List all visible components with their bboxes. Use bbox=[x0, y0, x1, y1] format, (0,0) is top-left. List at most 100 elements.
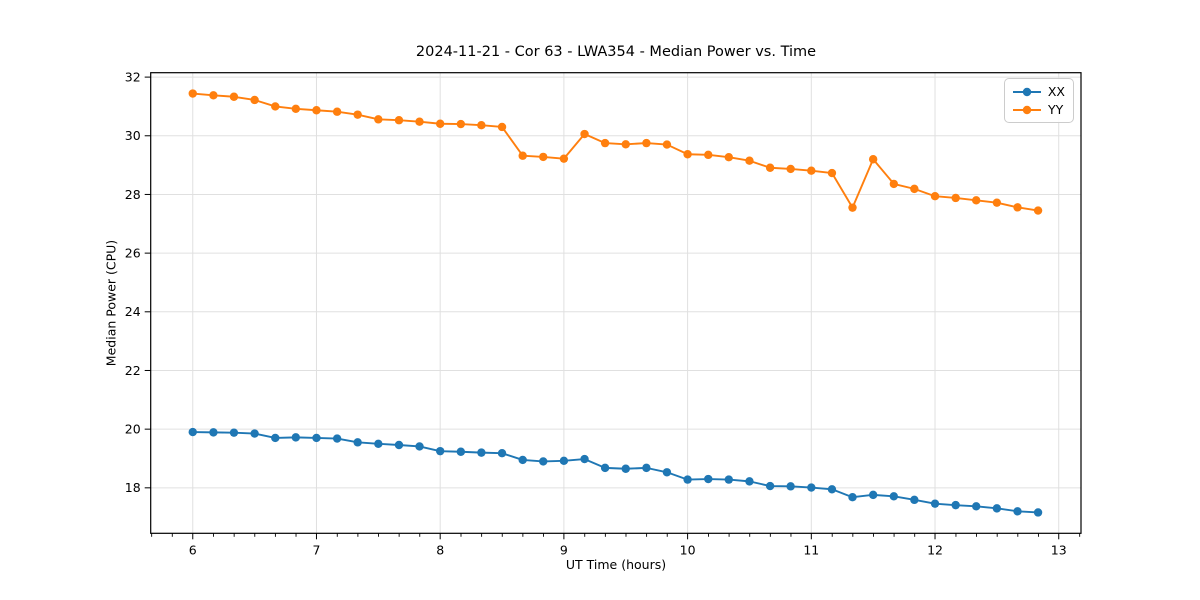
data-point-xx bbox=[910, 495, 919, 505]
y-tick-label: 22 bbox=[125, 363, 141, 378]
data-point-xx bbox=[188, 427, 197, 437]
x-tick-label: 7 bbox=[312, 542, 320, 557]
chart-title: 2024-11-21 - Cor 63 - LWA354 - Median Po… bbox=[415, 44, 817, 60]
data-point-yy bbox=[786, 164, 795, 174]
data-point-xx bbox=[662, 468, 672, 477]
data-point-xx bbox=[868, 490, 878, 500]
data-point-yy bbox=[559, 154, 569, 163]
data-point-xx bbox=[600, 463, 610, 473]
data-point-xx bbox=[580, 454, 589, 464]
data-point-yy bbox=[807, 166, 816, 175]
data-point-yy bbox=[374, 115, 383, 124]
data-point-yy bbox=[848, 203, 857, 212]
data-point-xx bbox=[271, 433, 280, 443]
data-point-yy bbox=[456, 119, 466, 129]
data-point-xx bbox=[807, 483, 816, 492]
x-tick-label: 13 bbox=[1051, 542, 1067, 557]
data-point-yy bbox=[291, 104, 301, 113]
data-point-xx bbox=[889, 492, 899, 501]
data-point-xx bbox=[930, 499, 940, 508]
legend-label-yy: YY bbox=[1048, 102, 1064, 117]
data-point-xx bbox=[827, 485, 837, 494]
y-tick-label: 24 bbox=[125, 304, 141, 319]
data-point-yy bbox=[992, 198, 1002, 207]
data-point-yy bbox=[600, 138, 610, 148]
data-point-yy bbox=[250, 95, 259, 105]
data-point-yy bbox=[704, 150, 713, 160]
data-point-xx bbox=[724, 475, 733, 484]
data-point-yy bbox=[745, 156, 754, 165]
legend: XX YY bbox=[1004, 78, 1074, 123]
data-point-xx bbox=[539, 457, 548, 466]
x-tick-label: 10 bbox=[680, 542, 696, 557]
data-point-yy bbox=[951, 193, 960, 203]
data-point-xx bbox=[374, 439, 383, 449]
data-point-xx bbox=[1013, 507, 1022, 516]
data-point-xx bbox=[1033, 508, 1043, 517]
data-point-xx bbox=[209, 428, 218, 437]
data-point-xx bbox=[621, 464, 630, 473]
plot-frame bbox=[150, 72, 1082, 534]
legend-line-xx-icon bbox=[1013, 87, 1041, 96]
data-point-yy bbox=[353, 110, 362, 119]
data-point-xx bbox=[291, 433, 301, 442]
data-point-xx bbox=[992, 504, 1002, 513]
data-point-yy bbox=[312, 106, 321, 115]
x-tick-label: 12 bbox=[927, 542, 943, 557]
data-point-yy bbox=[910, 184, 919, 194]
y-tick-label: 26 bbox=[125, 246, 141, 261]
data-point-xx bbox=[518, 455, 527, 465]
x-tick-label: 9 bbox=[560, 542, 568, 557]
data-point-xx bbox=[972, 502, 981, 511]
data-point-xx bbox=[765, 481, 775, 491]
data-point-yy bbox=[889, 179, 899, 189]
data-point-yy bbox=[415, 117, 424, 126]
data-point-xx bbox=[497, 449, 507, 458]
data-point-xx bbox=[312, 433, 321, 443]
data-point-yy bbox=[724, 152, 733, 162]
data-point-xx bbox=[704, 474, 713, 484]
data-point-yy bbox=[868, 155, 878, 164]
legend-label-xx: XX bbox=[1047, 84, 1065, 99]
y-tick-label: 30 bbox=[125, 128, 141, 143]
y-tick-label: 28 bbox=[125, 187, 141, 202]
data-point-xx bbox=[394, 440, 404, 450]
data-point-yy bbox=[332, 107, 342, 116]
legend-item-yy: YY bbox=[1012, 102, 1065, 117]
legend-line-yy-icon bbox=[1013, 105, 1041, 114]
data-point-yy bbox=[827, 168, 837, 178]
data-point-yy bbox=[1033, 206, 1043, 215]
y-tick-label: 18 bbox=[125, 480, 141, 495]
data-point-xx bbox=[745, 477, 754, 486]
x-tick-label: 6 bbox=[189, 542, 197, 557]
legend-item-xx: XX bbox=[1012, 84, 1065, 99]
x-tick-label: 8 bbox=[436, 542, 444, 557]
data-point-yy bbox=[271, 102, 280, 111]
data-point-yy bbox=[394, 116, 404, 125]
data-point-xx bbox=[435, 446, 445, 456]
data-point-xx bbox=[848, 493, 857, 502]
data-point-yy bbox=[580, 129, 589, 139]
data-point-yy bbox=[683, 150, 692, 159]
data-point-xx bbox=[477, 448, 486, 457]
data-point-yy bbox=[539, 152, 548, 162]
data-point-xx bbox=[683, 475, 692, 484]
data-point-xx bbox=[415, 442, 424, 451]
x-axis-label: UT Time (hours) bbox=[565, 557, 667, 572]
data-point-yy bbox=[662, 140, 672, 149]
data-point-xx bbox=[229, 428, 239, 437]
y-tick-label: 20 bbox=[125, 422, 141, 437]
data-point-yy bbox=[518, 151, 527, 160]
data-point-yy bbox=[477, 121, 486, 130]
data-point-yy bbox=[930, 192, 940, 201]
data-point-yy bbox=[188, 89, 197, 98]
data-point-xx bbox=[951, 500, 960, 510]
data-point-yy bbox=[435, 119, 445, 128]
data-point-yy bbox=[765, 163, 775, 172]
data-point-xx bbox=[786, 482, 795, 491]
x-tick-label: 11 bbox=[803, 542, 819, 557]
data-point-xx bbox=[332, 434, 342, 443]
data-point-yy bbox=[209, 91, 218, 100]
data-point-xx bbox=[250, 429, 259, 438]
